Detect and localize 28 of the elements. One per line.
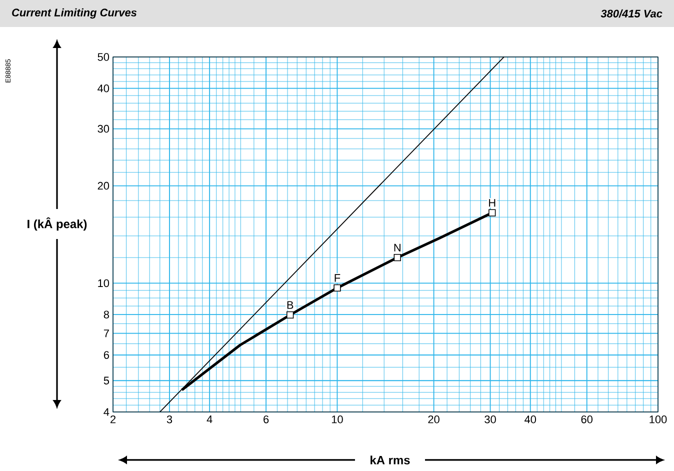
x-tick-label: 4: [206, 416, 212, 424]
y-tick-label: 6: [104, 351, 110, 359]
y-tick-label: 40: [98, 84, 110, 92]
y-tick-label: 10: [98, 279, 110, 288]
y-tick-label: 8: [104, 310, 110, 318]
chart-subtitle: 380/415 Vac: [600, 9, 662, 18]
x-tick-label: 20: [428, 416, 440, 424]
y-tick-label: 7: [104, 330, 109, 338]
x-tick-label: 2: [110, 416, 116, 424]
y-tick-label: 4: [104, 408, 110, 416]
annotation: N: [394, 244, 400, 252]
y-tick-label: 50: [98, 53, 110, 61]
annotation: H: [489, 199, 496, 207]
x-tick-label: 10: [332, 416, 343, 424]
y-tick-label: 5: [104, 376, 110, 384]
x-tick-label: 30: [484, 416, 496, 424]
y-tick-label: 20: [98, 182, 110, 190]
chart-title: Current Limiting Curves: [12, 8, 137, 19]
y-axis-title: I (kÂ peak): [28, 217, 87, 231]
annotation: F: [334, 274, 340, 282]
x-tick-label: 60: [581, 416, 592, 424]
x-tick-label: 100: [650, 416, 667, 424]
y-tick-label: 30: [98, 124, 110, 133]
x-axis-title: kA rms: [370, 456, 410, 464]
x-tick-label: 6: [264, 416, 269, 424]
x-tick-label: 40: [524, 416, 536, 424]
annotation: B: [287, 301, 294, 309]
x-tick-label: 3: [166, 416, 172, 424]
